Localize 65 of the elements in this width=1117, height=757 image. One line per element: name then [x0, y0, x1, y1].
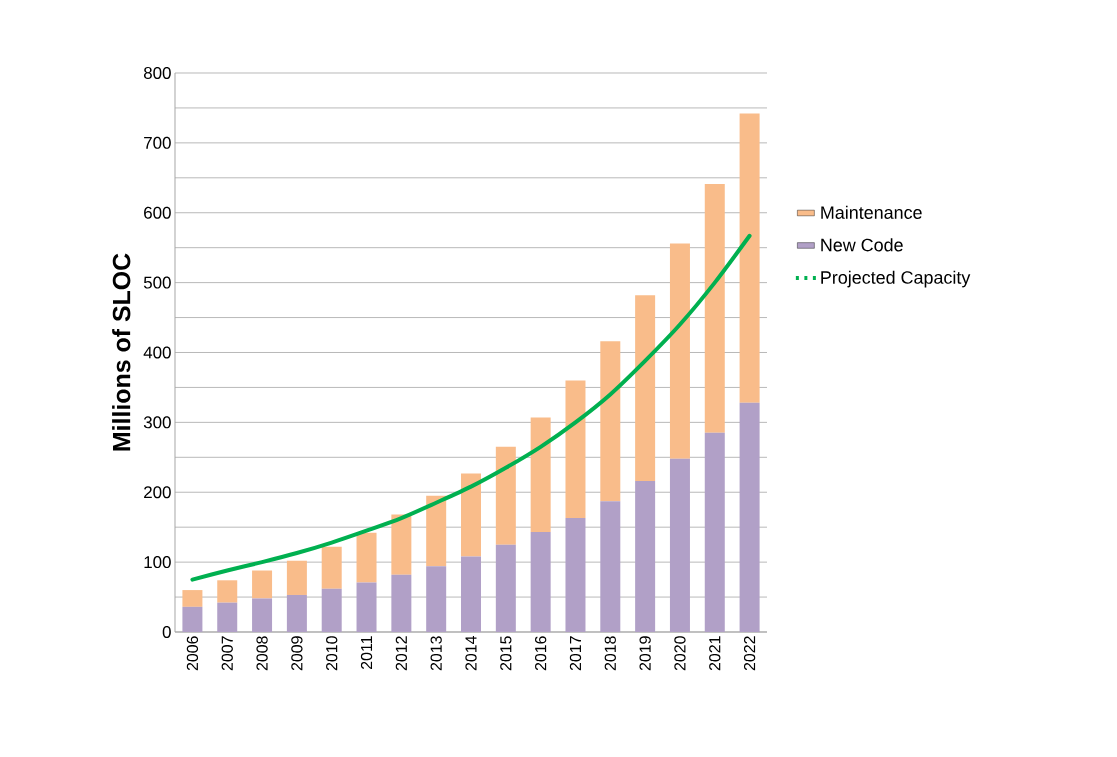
x-tick-label: 2007 — [221, 636, 233, 671]
x-tick-label: 2018 — [604, 636, 616, 671]
bar — [182, 590, 203, 607]
bar — [426, 495, 447, 567]
x-tick-label: 2014 — [465, 636, 477, 671]
x-tick-label: 2008 — [256, 636, 268, 671]
x-tick-label: 2016 — [535, 636, 547, 671]
bar — [530, 532, 551, 632]
bar — [461, 556, 481, 632]
y-tick-label: 400 — [143, 346, 171, 359]
y-tick-label: 800 — [143, 66, 171, 79]
legend-label: New Code — [821, 238, 903, 252]
x-tick-label: 2013 — [430, 636, 442, 671]
y-tick-label: 0 — [162, 626, 171, 638]
x-tick-label: 2022 — [743, 636, 756, 671]
bar — [286, 594, 307, 632]
x-tick-label: 2017 — [569, 636, 582, 671]
bar — [391, 574, 412, 632]
bar — [635, 481, 656, 632]
bar — [321, 588, 342, 632]
x-tick-label: 2010 — [326, 636, 338, 671]
x-tick-label: 2015 — [500, 636, 512, 671]
bar — [286, 560, 307, 595]
bar — [565, 380, 586, 519]
bar — [426, 566, 447, 632]
bar — [182, 606, 203, 632]
bar — [669, 243, 690, 459]
x-tick-label: 2021 — [709, 636, 721, 671]
bar — [704, 432, 725, 632]
x-tick-label: 2019 — [639, 636, 651, 671]
y-tick-label: 100 — [144, 556, 171, 569]
bar — [217, 602, 238, 632]
bar — [600, 341, 621, 502]
bar — [704, 184, 725, 433]
y-tick-label: 700 — [144, 136, 171, 149]
bar — [495, 446, 516, 545]
bar — [739, 402, 760, 632]
bar — [530, 417, 551, 533]
bar — [252, 570, 273, 599]
x-tick-label: 2011 — [360, 636, 373, 669]
bar — [217, 580, 238, 603]
bar — [565, 518, 586, 632]
bar — [635, 295, 656, 482]
bar — [495, 544, 516, 632]
bar — [356, 532, 377, 583]
x-tick-label: 2020 — [674, 636, 686, 671]
legend-label: Projected Capacity — [821, 270, 971, 288]
legend-label: Maintenance — [821, 205, 922, 219]
x-tick-label: 2012 — [395, 636, 407, 671]
y-tick-label: 300 — [143, 416, 171, 429]
bar — [669, 458, 690, 632]
y-axis-title: Millions of SLOC — [112, 253, 131, 451]
bar — [391, 514, 412, 575]
bar — [321, 546, 342, 589]
bar — [600, 501, 621, 632]
y-tick-label: 200 — [144, 486, 171, 499]
line-series — [190, 233, 752, 582]
bar — [461, 473, 481, 557]
y-tick-label: 600 — [144, 206, 171, 219]
bar — [356, 582, 377, 632]
x-tick-label: 2009 — [291, 636, 303, 671]
x-tick-label: 2006 — [186, 636, 199, 671]
bar — [739, 113, 760, 403]
y-tick-label: 500 — [143, 276, 171, 289]
bar — [252, 598, 273, 632]
